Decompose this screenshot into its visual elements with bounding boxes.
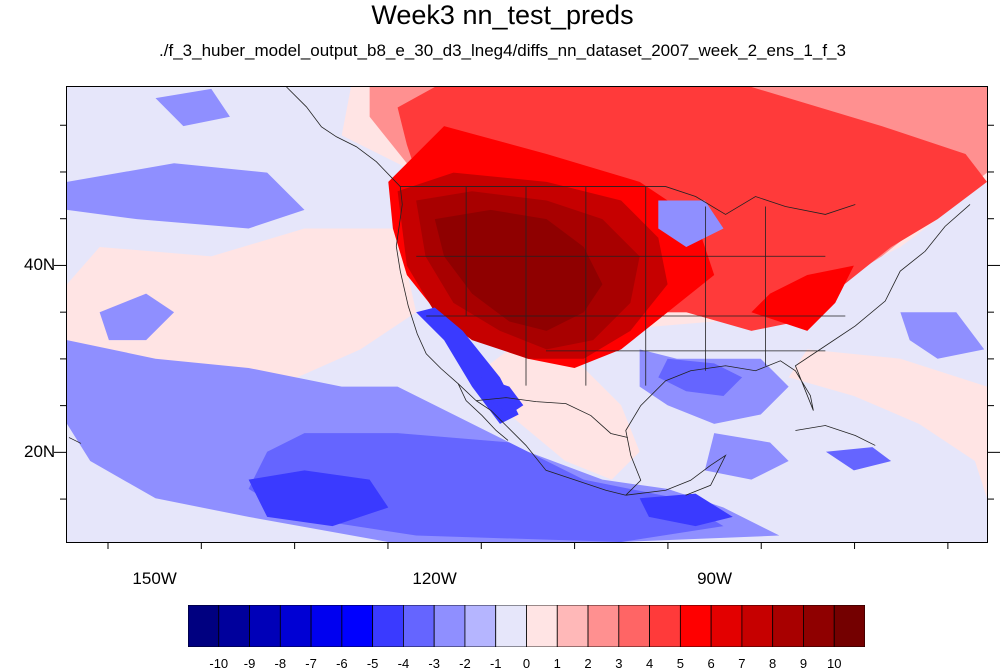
gulf-coastline (625, 204, 971, 496)
field-region-11 (67, 163, 305, 229)
colorbar-label-16: 6 (707, 656, 715, 671)
colorbar-label-17: 7 (738, 656, 746, 671)
colorbar-box-17 (710, 605, 743, 647)
alaska-panhandle (286, 87, 401, 187)
baja-coastline (457, 383, 509, 441)
field-region-15 (248, 470, 389, 527)
colorbar-label-2: -8 (274, 656, 287, 671)
colorbar-box-14 (618, 605, 650, 647)
field-region-14 (248, 433, 724, 542)
colorbar-box-2 (249, 605, 281, 647)
colorbar-box-16 (679, 605, 712, 647)
colorbar-label-6: -4 (397, 656, 410, 671)
colorbar-box-6 (372, 605, 404, 647)
colorbar-label-5: -5 (366, 656, 379, 671)
field-region-25 (99, 293, 175, 341)
field-region-7 (751, 265, 854, 331)
field-region-2 (788, 349, 987, 499)
map-canvas (67, 87, 987, 542)
us-west-coastline (395, 186, 477, 401)
field-region-21 (704, 433, 789, 480)
colorbar-label-3: -7 (305, 656, 317, 671)
lat-label-1: 20N (24, 442, 56, 462)
colorbar-label-13: 3 (615, 656, 623, 671)
map-panel (66, 86, 988, 543)
field-region-22 (825, 447, 892, 471)
anomaly-fields (67, 87, 987, 542)
colorbar-box-13 (587, 605, 620, 647)
colorbar-label-0: -10 (209, 656, 229, 671)
colorbar-label-7: -3 (428, 656, 440, 671)
colorbar-label-9: -1 (489, 656, 502, 671)
colorbar-label-1: -9 (243, 656, 256, 671)
field-region-20 (481, 377, 524, 415)
colorbar-box-18 (741, 605, 774, 647)
coastlines (68, 87, 971, 496)
lon-label-1: 120W (412, 569, 457, 588)
colorbar-box-3 (279, 605, 312, 647)
colorbar-label-14: 4 (645, 656, 654, 671)
colorbar-box-5 (341, 605, 374, 647)
colorbar-box-15 (649, 605, 681, 647)
colorbar-label-15: 5 (676, 656, 684, 671)
colorbar-label-19: 9 (799, 656, 808, 671)
plot-title: Week3 nn_test_preds (371, 0, 634, 30)
colorbar-box-21 (833, 605, 865, 647)
colorbar-label-8: -2 (459, 656, 471, 671)
colorbar-box-19 (772, 605, 804, 647)
lon-label-2: 90W (697, 569, 733, 588)
colorbar-label-4: -6 (336, 656, 348, 671)
colorbar-box-4 (310, 605, 343, 647)
colorbar-box-11 (526, 605, 558, 647)
colorbar-label-18: 8 (769, 656, 777, 671)
canada-us-border (400, 186, 856, 215)
lon-label-0: 150W (132, 569, 177, 588)
field-region-16 (639, 493, 733, 527)
field-region-10 (434, 209, 603, 331)
colorbar-box-8 (433, 605, 466, 647)
field-region-18 (658, 358, 743, 396)
colorbar-box-0 (188, 605, 220, 647)
colorbar (188, 605, 865, 647)
field-region-23 (658, 200, 724, 247)
colorbar-label-10: 0 (522, 656, 531, 671)
colorbar-box-20 (803, 605, 835, 647)
yucatan-coastline (625, 454, 727, 496)
colorbar-label-11: 1 (553, 656, 561, 671)
field-region-24 (900, 312, 985, 359)
field-region-12 (155, 88, 230, 127)
colorbar-box-1 (218, 605, 250, 647)
field-region-3 (472, 349, 640, 480)
colorbar-box-7 (403, 605, 435, 647)
colorbar-box-9 (464, 605, 497, 647)
lat-label-0: 40N (24, 255, 56, 275)
colorbar-label-12: 2 (584, 656, 592, 671)
colorbar-box-10 (495, 605, 527, 647)
colorbar-label-20: 10 (826, 656, 842, 671)
us-mexico-border (476, 397, 628, 438)
plot-subtitle: ./f_3_huber_model_output_b8_e_30_d3_lneg… (159, 41, 846, 60)
colorbar-box-12 (556, 605, 589, 647)
mexico-west-coastline (475, 400, 626, 496)
cuba-coastline (795, 425, 876, 446)
hawaii-islands (68, 437, 82, 444)
